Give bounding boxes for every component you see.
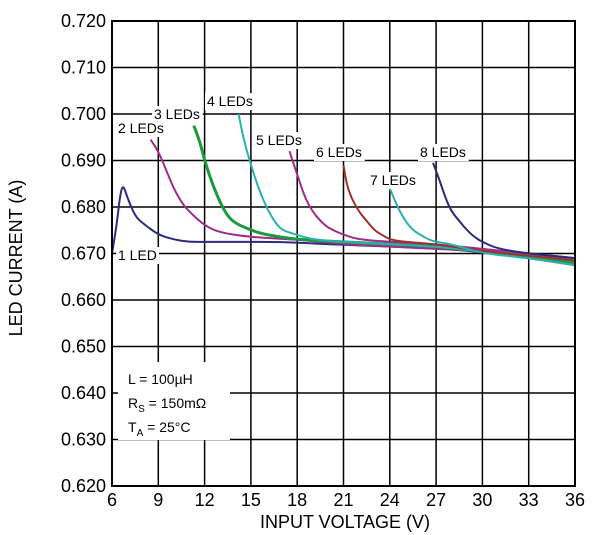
y-tick-label: 0.620 xyxy=(61,476,106,496)
series-label: 5 LEDs xyxy=(256,132,302,148)
x-tick-label: 36 xyxy=(565,490,585,510)
series-label: 4 LEDs xyxy=(207,93,253,109)
y-tick-label: 0.690 xyxy=(61,151,106,171)
x-axis-title: INPUT VOLTAGE (V) xyxy=(260,512,430,532)
y-tick-label: 0.720 xyxy=(61,11,106,31)
y-tick-label: 0.670 xyxy=(61,244,106,264)
series-line xyxy=(433,163,575,258)
x-tick-label: 9 xyxy=(153,490,163,510)
y-tick-label: 0.700 xyxy=(61,104,106,124)
x-tick-label: 21 xyxy=(333,490,353,510)
y-tick-label: 0.650 xyxy=(61,337,106,357)
x-tick-label: 33 xyxy=(519,490,539,510)
y-axis-title: LED CURRENT (A) xyxy=(6,180,26,337)
series-label: 7 LEDs xyxy=(370,172,416,188)
series-label: 6 LEDs xyxy=(316,144,362,160)
y-tick-label: 0.640 xyxy=(61,383,106,403)
note-inductance: L = 100µH xyxy=(128,371,193,387)
x-tick-label: 30 xyxy=(472,490,492,510)
y-tick-label: 0.710 xyxy=(61,58,106,78)
x-tick-label: 18 xyxy=(287,490,307,510)
y-tick-label: 0.680 xyxy=(61,197,106,217)
x-tick-label: 24 xyxy=(380,490,400,510)
series-label: 1 LED xyxy=(118,247,157,263)
x-tick-label: 6 xyxy=(107,490,117,510)
series-label: 3 LEDs xyxy=(154,106,200,122)
x-tick-label: 12 xyxy=(195,490,215,510)
x-tick-label: 15 xyxy=(241,490,261,510)
y-tick-label: 0.660 xyxy=(61,290,106,310)
y-tick-label: 0.630 xyxy=(61,430,106,450)
conditions-note: L = 100µH RS = 150mΩ TA = 25°C xyxy=(118,362,230,440)
x-tick-label: 27 xyxy=(426,490,446,510)
series-label: 8 LEDs xyxy=(420,144,466,160)
